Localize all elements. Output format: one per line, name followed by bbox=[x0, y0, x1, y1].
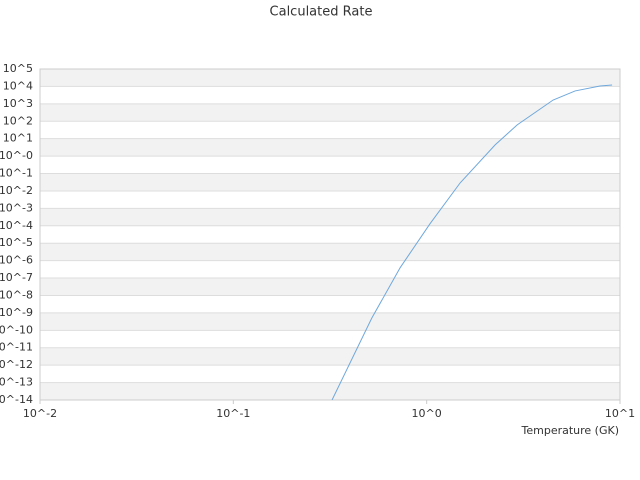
plot-border bbox=[39, 68, 621, 401]
y-tick-label: 10^-12 bbox=[0, 358, 33, 371]
y-tick-label: 10^-2 bbox=[0, 184, 33, 197]
y-tick-label: 10^-8 bbox=[0, 288, 33, 301]
x-tick-label: 10^-2 bbox=[23, 407, 57, 420]
y-tick-label: 10^-3 bbox=[0, 201, 33, 214]
y-tick-label: 10^-11 bbox=[0, 341, 33, 354]
x-tick-label: 10^0 bbox=[412, 407, 442, 420]
grid-band bbox=[40, 347, 620, 366]
y-tick-label: 10^-5 bbox=[0, 236, 33, 249]
x-tick-label: 10^1 bbox=[605, 407, 635, 420]
y-tick-label: 10^3 bbox=[3, 97, 33, 110]
y-tick-label: 10^-4 bbox=[0, 219, 33, 232]
x-axis-label: Temperature (GK) bbox=[521, 424, 620, 437]
grid-band bbox=[40, 312, 620, 331]
grid-band bbox=[40, 382, 620, 400]
y-tick-label: 10^-14 bbox=[0, 393, 33, 406]
grid-band bbox=[40, 103, 620, 122]
plot-area bbox=[331, 84, 613, 400]
x-tick-label: 10^-1 bbox=[216, 407, 250, 420]
chart-title: Calculated Rate bbox=[270, 5, 373, 20]
y-tick-label: 10^-6 bbox=[0, 254, 33, 267]
tick-labels: 10^5 10^4 10^3 10^2 10^1 10^-0 10^-1 10^-2 10^-3… bbox=[0, 62, 635, 420]
y-tick-label: 10^-0 bbox=[0, 149, 33, 162]
y-tick-label: 10^4 bbox=[3, 79, 33, 92]
grid-band bbox=[40, 138, 620, 157]
y-tick-label: 10^-10 bbox=[0, 323, 33, 336]
y-tick-label: 10^-13 bbox=[0, 376, 33, 389]
y-tick-label: 10^-7 bbox=[0, 271, 33, 284]
grid-band bbox=[40, 208, 620, 226]
grid-band bbox=[40, 69, 620, 87]
y-tick-label: 10^2 bbox=[3, 114, 33, 127]
grid bbox=[39, 68, 621, 404]
y-tick-label: 10^-9 bbox=[0, 306, 33, 319]
y-tick-label: 10^1 bbox=[3, 132, 33, 145]
y-tick-label: 10^5 bbox=[3, 62, 33, 75]
grid-bands bbox=[40, 69, 620, 400]
grid-band bbox=[40, 243, 620, 261]
grid-band bbox=[40, 173, 620, 191]
series-line bbox=[331, 84, 613, 400]
grid-band bbox=[40, 278, 620, 296]
y-tick-label: 10^-1 bbox=[0, 167, 33, 180]
